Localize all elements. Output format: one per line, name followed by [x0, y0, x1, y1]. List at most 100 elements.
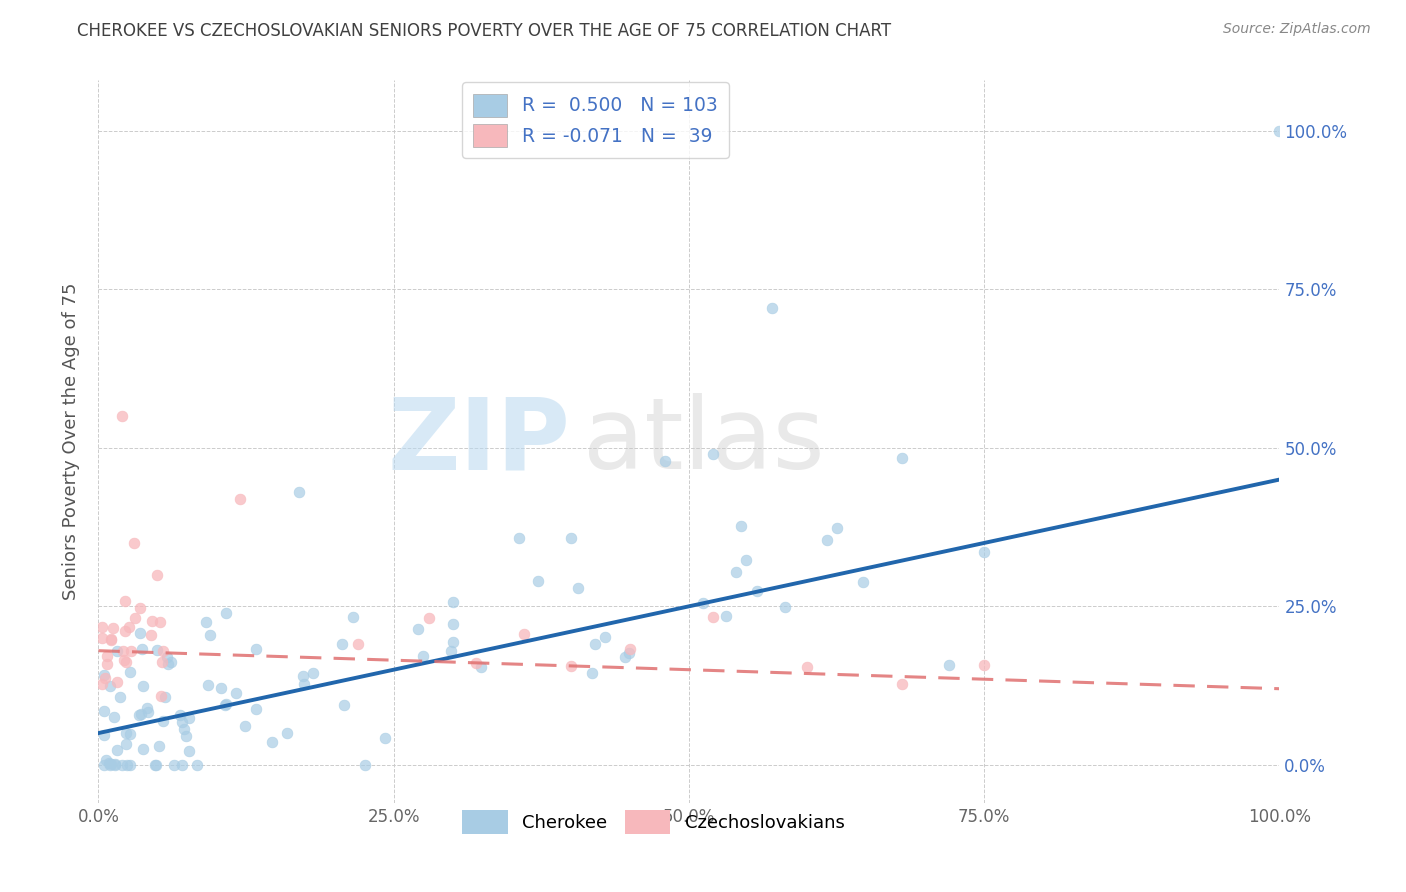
Point — [441, 635, 464, 649]
Point — [342, 610, 364, 624]
Point — [146, 643, 169, 657]
Point — [118, 727, 141, 741]
Point — [96, 648, 118, 663]
Point — [111, 757, 134, 772]
Point — [209, 681, 232, 695]
Point — [215, 698, 238, 712]
Point — [105, 674, 128, 689]
Point — [527, 574, 550, 588]
Point — [225, 685, 247, 699]
Point — [114, 624, 136, 638]
Point — [108, 690, 131, 704]
Point — [131, 641, 153, 656]
Point — [98, 756, 121, 771]
Point — [288, 485, 311, 500]
Point — [114, 656, 136, 670]
Point — [815, 533, 838, 548]
Point — [150, 655, 173, 669]
Point — [418, 610, 440, 624]
Point — [100, 757, 122, 772]
Point — [716, 609, 738, 624]
Point — [105, 743, 128, 757]
Point — [128, 708, 150, 723]
Point — [581, 666, 603, 681]
Point — [169, 708, 191, 723]
Point — [654, 453, 676, 467]
Point — [156, 657, 179, 671]
Point — [619, 642, 641, 657]
Point — [111, 409, 134, 424]
Point — [560, 658, 582, 673]
Point — [159, 655, 181, 669]
Point — [890, 451, 912, 466]
Point — [150, 689, 173, 703]
Point — [465, 656, 488, 670]
Point — [276, 726, 298, 740]
Point — [174, 729, 197, 743]
Point — [214, 698, 236, 713]
Point — [132, 742, 155, 756]
Point — [412, 648, 434, 663]
Point — [129, 601, 152, 615]
Point — [179, 744, 201, 758]
Point — [93, 728, 115, 742]
Point — [124, 610, 146, 624]
Point — [141, 627, 163, 641]
Point — [91, 677, 114, 691]
Point — [152, 714, 174, 728]
Point — [333, 698, 356, 713]
Point — [440, 643, 463, 657]
Point — [245, 701, 267, 715]
Point — [724, 566, 747, 580]
Point — [702, 447, 724, 461]
Point — [583, 637, 606, 651]
Point — [761, 301, 783, 316]
Point — [101, 621, 124, 635]
Point — [195, 615, 218, 629]
Point — [91, 631, 114, 645]
Point — [291, 669, 314, 683]
Text: Source: ZipAtlas.com: Source: ZipAtlas.com — [1223, 22, 1371, 37]
Point — [98, 757, 121, 772]
Point — [131, 707, 153, 722]
Point — [148, 739, 170, 753]
Point — [470, 659, 492, 673]
Point — [938, 658, 960, 673]
Point — [104, 757, 127, 772]
Point — [122, 536, 145, 550]
Point — [98, 679, 121, 693]
Point — [406, 622, 429, 636]
Point — [735, 553, 758, 567]
Point — [692, 595, 714, 609]
Text: ZIP: ZIP — [388, 393, 571, 490]
Point — [229, 491, 252, 506]
Point — [354, 757, 377, 772]
Point — [441, 595, 464, 609]
Point — [702, 610, 724, 624]
Point — [619, 646, 641, 660]
Point — [973, 657, 995, 672]
Point — [197, 678, 219, 692]
Point — [198, 628, 221, 642]
Point — [120, 665, 142, 679]
Point — [145, 757, 167, 772]
Point — [347, 637, 370, 651]
Text: atlas: atlas — [582, 393, 824, 490]
Point — [93, 757, 115, 772]
Point — [245, 641, 267, 656]
Point — [105, 644, 128, 658]
Point — [141, 614, 163, 628]
Point — [441, 617, 464, 632]
Point — [132, 679, 155, 693]
Point — [172, 757, 194, 772]
Point — [262, 735, 284, 749]
Point — [114, 594, 136, 608]
Point — [332, 637, 354, 651]
Point — [100, 632, 122, 646]
Point — [560, 532, 582, 546]
Point — [796, 660, 818, 674]
Point — [115, 726, 138, 740]
Point — [120, 644, 142, 658]
Point — [103, 710, 125, 724]
Point — [593, 630, 616, 644]
